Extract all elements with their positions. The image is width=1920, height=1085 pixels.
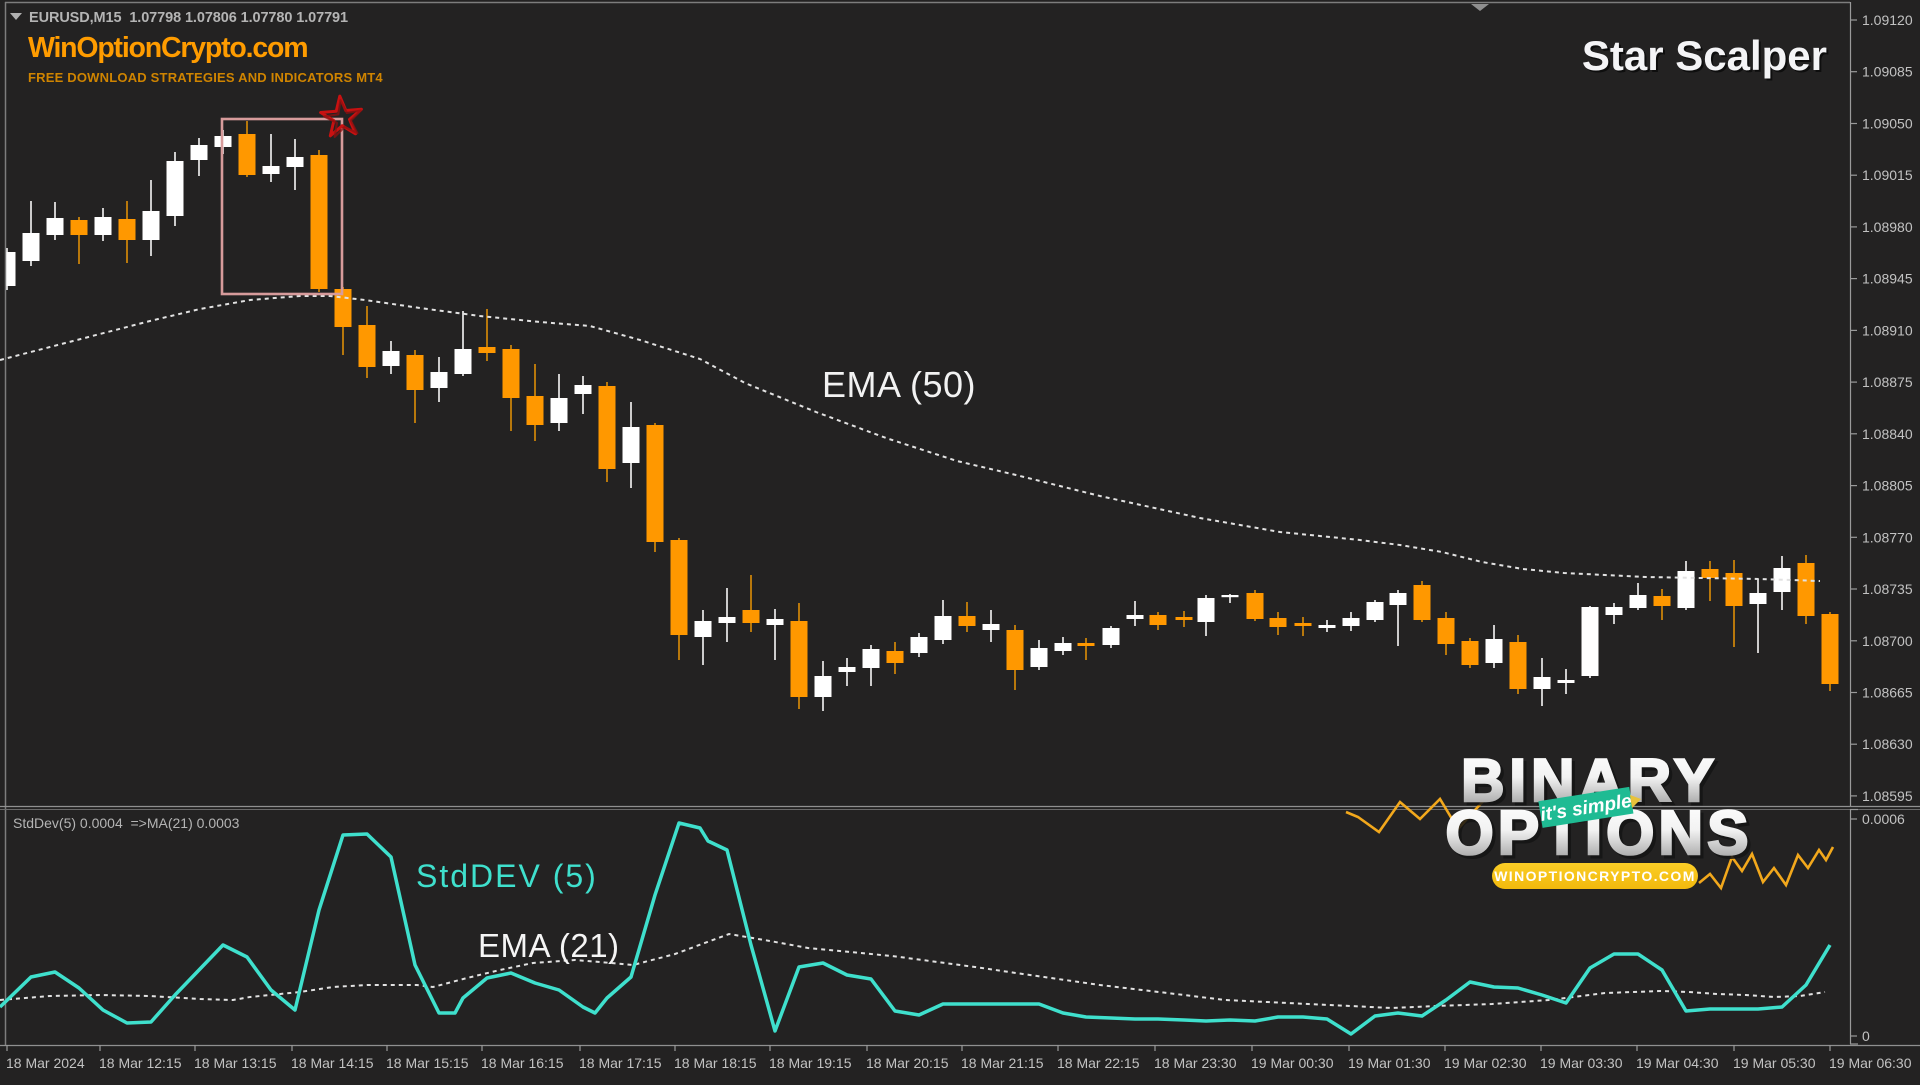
svg-text:1.08840: 1.08840	[1862, 426, 1913, 442]
svg-text:18 Mar 23:30: 18 Mar 23:30	[1154, 1055, 1237, 1071]
svg-text:1.08700: 1.08700	[1862, 633, 1913, 649]
svg-text:18 Mar 14:15: 18 Mar 14:15	[291, 1055, 374, 1071]
svg-text:18 Mar 16:15: 18 Mar 16:15	[481, 1055, 564, 1071]
svg-text:1.08595: 1.08595	[1862, 788, 1913, 804]
svg-text:Star Scalper: Star Scalper	[1582, 32, 1827, 79]
svg-text:WINOPTIONCRYPTO.COM: WINOPTIONCRYPTO.COM	[1494, 868, 1696, 884]
svg-text:1.08910: 1.08910	[1862, 322, 1913, 338]
svg-text:18 Mar 20:15: 18 Mar 20:15	[866, 1055, 949, 1071]
svg-text:EMA (50): EMA (50)	[822, 364, 976, 405]
svg-text:19 Mar 02:30: 19 Mar 02:30	[1444, 1055, 1527, 1071]
svg-text:1.09015: 1.09015	[1862, 167, 1913, 183]
svg-text:19 Mar 00:30: 19 Mar 00:30	[1251, 1055, 1334, 1071]
svg-text:18 Mar 12:15: 18 Mar 12:15	[99, 1055, 182, 1071]
svg-text:19 Mar 05:30: 19 Mar 05:30	[1733, 1055, 1816, 1071]
svg-text:FREE DOWNLOAD STRATEGIES AND I: FREE DOWNLOAD STRATEGIES AND INDICATORS …	[28, 70, 383, 85]
svg-text:Star Scalper: Star Scalper	[1584, 34, 1829, 81]
svg-text:18 Mar 21:15: 18 Mar 21:15	[961, 1055, 1044, 1071]
svg-text:1.08630: 1.08630	[1862, 736, 1913, 752]
svg-text:19 Mar 03:30: 19 Mar 03:30	[1540, 1055, 1623, 1071]
svg-text:18 Mar 22:15: 18 Mar 22:15	[1057, 1055, 1140, 1071]
svg-text:1.08735: 1.08735	[1862, 581, 1913, 597]
svg-text:1.08875: 1.08875	[1862, 374, 1913, 390]
svg-text:EURUSD,M15 1.07798 1.07806 1.: EURUSD,M15 1.07798 1.07806 1.07780 1.077…	[29, 10, 348, 26]
svg-text:19 Mar 06:30: 19 Mar 06:30	[1829, 1055, 1912, 1071]
svg-text:1.08980: 1.08980	[1862, 219, 1913, 235]
svg-text:1.08770: 1.08770	[1862, 529, 1913, 545]
svg-text:18 Mar 13:15: 18 Mar 13:15	[194, 1055, 277, 1071]
svg-text:19 Mar 04:30: 19 Mar 04:30	[1636, 1055, 1719, 1071]
svg-text:18 Mar 15:15: 18 Mar 15:15	[386, 1055, 469, 1071]
svg-text:1.09120: 1.09120	[1862, 12, 1913, 28]
svg-text:EMA (21): EMA (21)	[478, 927, 620, 964]
svg-text:1.08665: 1.08665	[1862, 685, 1913, 701]
svg-text:18 Mar 17:15: 18 Mar 17:15	[579, 1055, 662, 1071]
svg-text:1.09085: 1.09085	[1862, 64, 1913, 80]
svg-text:1.08945: 1.08945	[1862, 271, 1913, 287]
svg-text:StdDEV (5): StdDEV (5)	[416, 858, 598, 894]
svg-text:18 Mar 19:15: 18 Mar 19:15	[769, 1055, 852, 1071]
svg-text:StdDev(5) 0.0004 =>MA(21) 0.0: StdDev(5) 0.0004 =>MA(21) 0.0003	[13, 815, 240, 831]
svg-text:0.0006: 0.0006	[1862, 811, 1905, 827]
svg-text:1.09050: 1.09050	[1862, 116, 1913, 132]
svg-text:0: 0	[1862, 1028, 1870, 1044]
svg-text:18 Mar 18:15: 18 Mar 18:15	[674, 1055, 757, 1071]
svg-text:1.08805: 1.08805	[1862, 478, 1913, 494]
svg-text:18 Mar 2024: 18 Mar 2024	[6, 1055, 85, 1071]
svg-text:19 Mar 01:30: 19 Mar 01:30	[1348, 1055, 1431, 1071]
svg-text:WinOptionCrypto.com: WinOptionCrypto.com	[28, 32, 307, 64]
